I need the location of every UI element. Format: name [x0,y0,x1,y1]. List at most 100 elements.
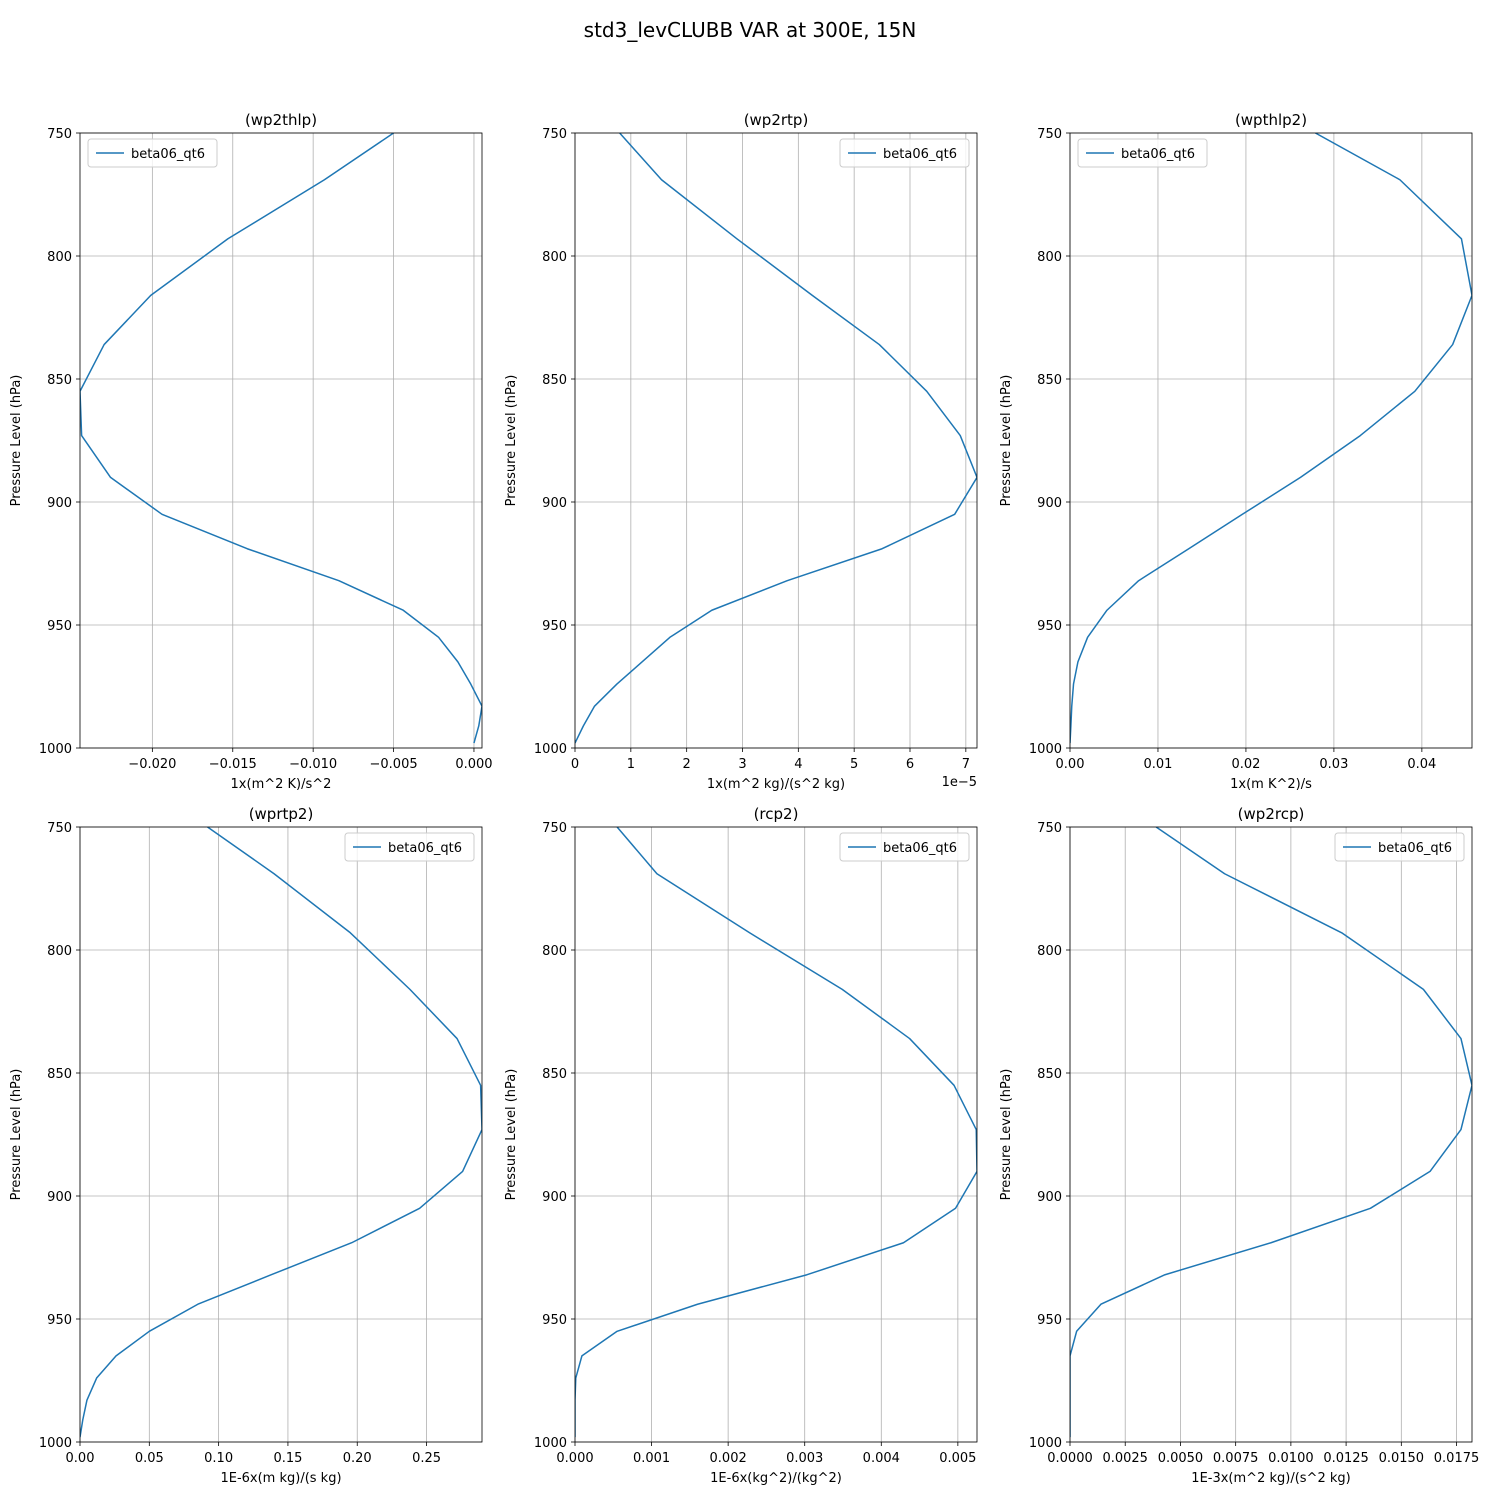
y-tick-label: 750 [47,127,72,142]
y-tick-label: 900 [47,1190,72,1205]
x-offset-label: 1e−5 [942,775,977,790]
x-tick-label: 0.004 [863,1451,900,1466]
y-tick-label: 750 [47,821,72,836]
y-tick-label: 750 [1037,821,1062,836]
subplot-wp2rcp: 0.0000 0.0025 0.0050 0.0075 0.0100 0.0125 0.01… [999,805,1479,1486]
subplot-title: (rcp2) [754,805,799,823]
legend: beta06_qt6 [1077,138,1208,168]
y-tick-label: 950 [542,1313,567,1328]
plot-area-frame [79,132,483,749]
legend-box [839,832,970,862]
legend-label: beta06_qt6 [131,147,205,162]
y-tick-label: 850 [47,1067,72,1082]
subplot-title: (wprtp2) [249,805,314,823]
y-axis-label: Pressure Level (hPa) [999,375,1014,507]
x-tick-label: 7 [962,757,970,772]
x-tick-label: 0.00 [1056,757,1085,772]
plot-area-frame [574,826,978,1443]
x-tick-label: −0.015 [209,757,257,772]
x-tick-label: −0.005 [370,757,418,772]
series-line-beta06_qt6 [575,133,977,744]
y-tick-label: 750 [542,127,567,142]
y-tick-label: 850 [542,373,567,388]
y-tick-label: 1000 [1029,742,1062,757]
legend-box [87,138,218,168]
y-tick-label: 750 [542,821,567,836]
legend: beta06_qt6 [839,832,970,862]
x-axis-label: 1x(m^2 kg)/(s^2 kg) [707,777,845,792]
legend-box [839,138,970,168]
y-tick-label: 900 [1037,1190,1062,1205]
x-tick-label: 0.002 [710,1451,747,1466]
plot-area-frame [574,132,978,749]
x-tick-label: 0.0150 [1379,1451,1425,1466]
x-tick-label: 0.10 [204,1451,233,1466]
x-tick-label: 2 [683,757,691,772]
legend-label: beta06_qt6 [1378,841,1452,856]
x-tick-label: 0.15 [273,1451,302,1466]
x-tick-label: −0.010 [289,757,337,772]
y-tick-label: 800 [1037,944,1062,959]
x-tick-label: 0.04 [1407,757,1436,772]
y-tick-label: 1000 [534,1436,567,1451]
x-tick-label: 0 [571,757,579,772]
y-axis-label: Pressure Level (hPa) [504,1069,519,1201]
x-tick-label: 0.01 [1143,757,1172,772]
x-tick-label: 0.03 [1319,757,1348,772]
y-tick-label: 900 [542,496,567,511]
series-line-beta06_qt6 [1070,827,1472,1438]
y-tick-label: 800 [542,944,567,959]
y-tick-label: 1000 [39,742,72,757]
plot-area-frame [1069,826,1473,1443]
x-tick-label: 0.003 [786,1451,823,1466]
legend: beta06_qt6 [344,832,475,862]
series-line-beta06_qt6 [80,133,482,744]
legend-box [1334,832,1465,862]
y-tick-label: 750 [1037,127,1062,142]
y-tick-label: 950 [1037,1313,1062,1328]
x-tick-label: 0.005 [939,1451,976,1466]
legend-box [344,832,475,862]
x-tick-label: 3 [738,757,746,772]
y-tick-label: 800 [1037,250,1062,265]
x-axis-label: 1E-6x(m kg)/(s kg) [220,1471,341,1486]
x-tick-label: 0.20 [343,1451,372,1466]
y-tick-label: 900 [1037,496,1062,511]
x-tick-label: 1 [627,757,635,772]
x-tick-label: −0.020 [128,757,176,772]
y-tick-label: 800 [47,944,72,959]
subplot-wprtp2: 0.00 0.05 0.10 0.15 0.20 0.25 750 800 850 900 950 1… [9,805,483,1486]
subplot-rcp2: 0.000 0.001 0.002 0.003 0.004 0.005 750 800 850 9… [504,805,978,1486]
y-tick-label: 950 [542,619,567,634]
y-tick-label: 1000 [39,1436,72,1451]
legend-label: beta06_qt6 [883,147,957,162]
x-axis-label: 1E-3x(m^2 kg)/(s^2 kg) [1191,1471,1350,1486]
x-axis-label: 1x(m^2 K)/s^2 [231,777,332,792]
subplot-title: (wp2rcp) [1238,805,1305,823]
x-tick-label: 0.0175 [1434,1451,1480,1466]
series-line-beta06_qt6 [1070,133,1472,744]
legend-label: beta06_qt6 [388,841,462,856]
x-tick-label: 0.05 [135,1451,164,1466]
x-tick-label: 0.25 [412,1451,441,1466]
y-tick-label: 1000 [534,742,567,757]
subplot-title: (wp2thlp) [245,111,317,129]
x-tick-label: 0.000 [556,1451,593,1466]
subplot-wp2rtp: 0 1 2 3 4 5 6 7 750 800 850 900 950 1000 (wp2rtp) 1x(m^… [504,111,978,792]
legend-label: beta06_qt6 [883,841,957,856]
subplot-wp2thlp: −0.020 −0.015 −0.010 −0.005 0.000 750 800 850 90… [9,111,493,792]
legend-label: beta06_qt6 [1121,147,1195,162]
y-axis-label: Pressure Level (hPa) [9,1069,24,1201]
legend: beta06_qt6 [1334,832,1465,862]
x-tick-label: 0.0025 [1102,1451,1148,1466]
x-axis-label: 1x(m K^2)/s [1230,777,1312,792]
x-tick-label: 0.0100 [1268,1451,1314,1466]
subplot-wpthlp2: 0.00 0.01 0.02 0.03 0.04 750 800 850 900 950 1000 (… [999,111,1473,792]
subplot-grid: −0.020 −0.015 −0.010 −0.005 0.00075080085090… [9,111,1479,1486]
y-tick-label: 950 [47,619,72,634]
y-tick-label: 850 [47,373,72,388]
y-tick-label: 1000 [1029,1436,1062,1451]
x-tick-label: 0.02 [1231,757,1260,772]
y-tick-label: 850 [542,1067,567,1082]
